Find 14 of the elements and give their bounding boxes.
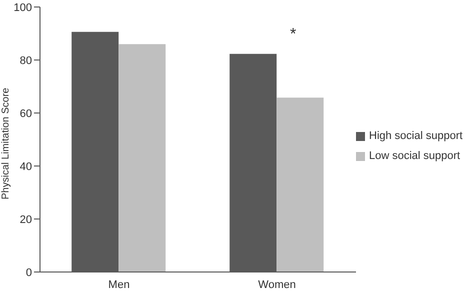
y-tick-label: 0	[26, 266, 32, 279]
x-tick-label: Women	[258, 278, 296, 291]
bar	[118, 44, 166, 272]
bar	[276, 98, 324, 272]
y-tick-label: 20	[20, 214, 32, 226]
x-tick-label: Men	[108, 278, 130, 291]
y-tick-label: 100	[14, 2, 32, 14]
annotation: *	[290, 26, 296, 44]
legend-label: Low social support	[369, 150, 460, 162]
legend-label: High social support	[369, 130, 463, 142]
y-tick-label: 40	[20, 160, 32, 173]
y-tick-label: 60	[20, 108, 32, 120]
y-axis-title: Physical Limitation Score	[0, 87, 12, 200]
y-tick-label: 80	[20, 54, 32, 67]
